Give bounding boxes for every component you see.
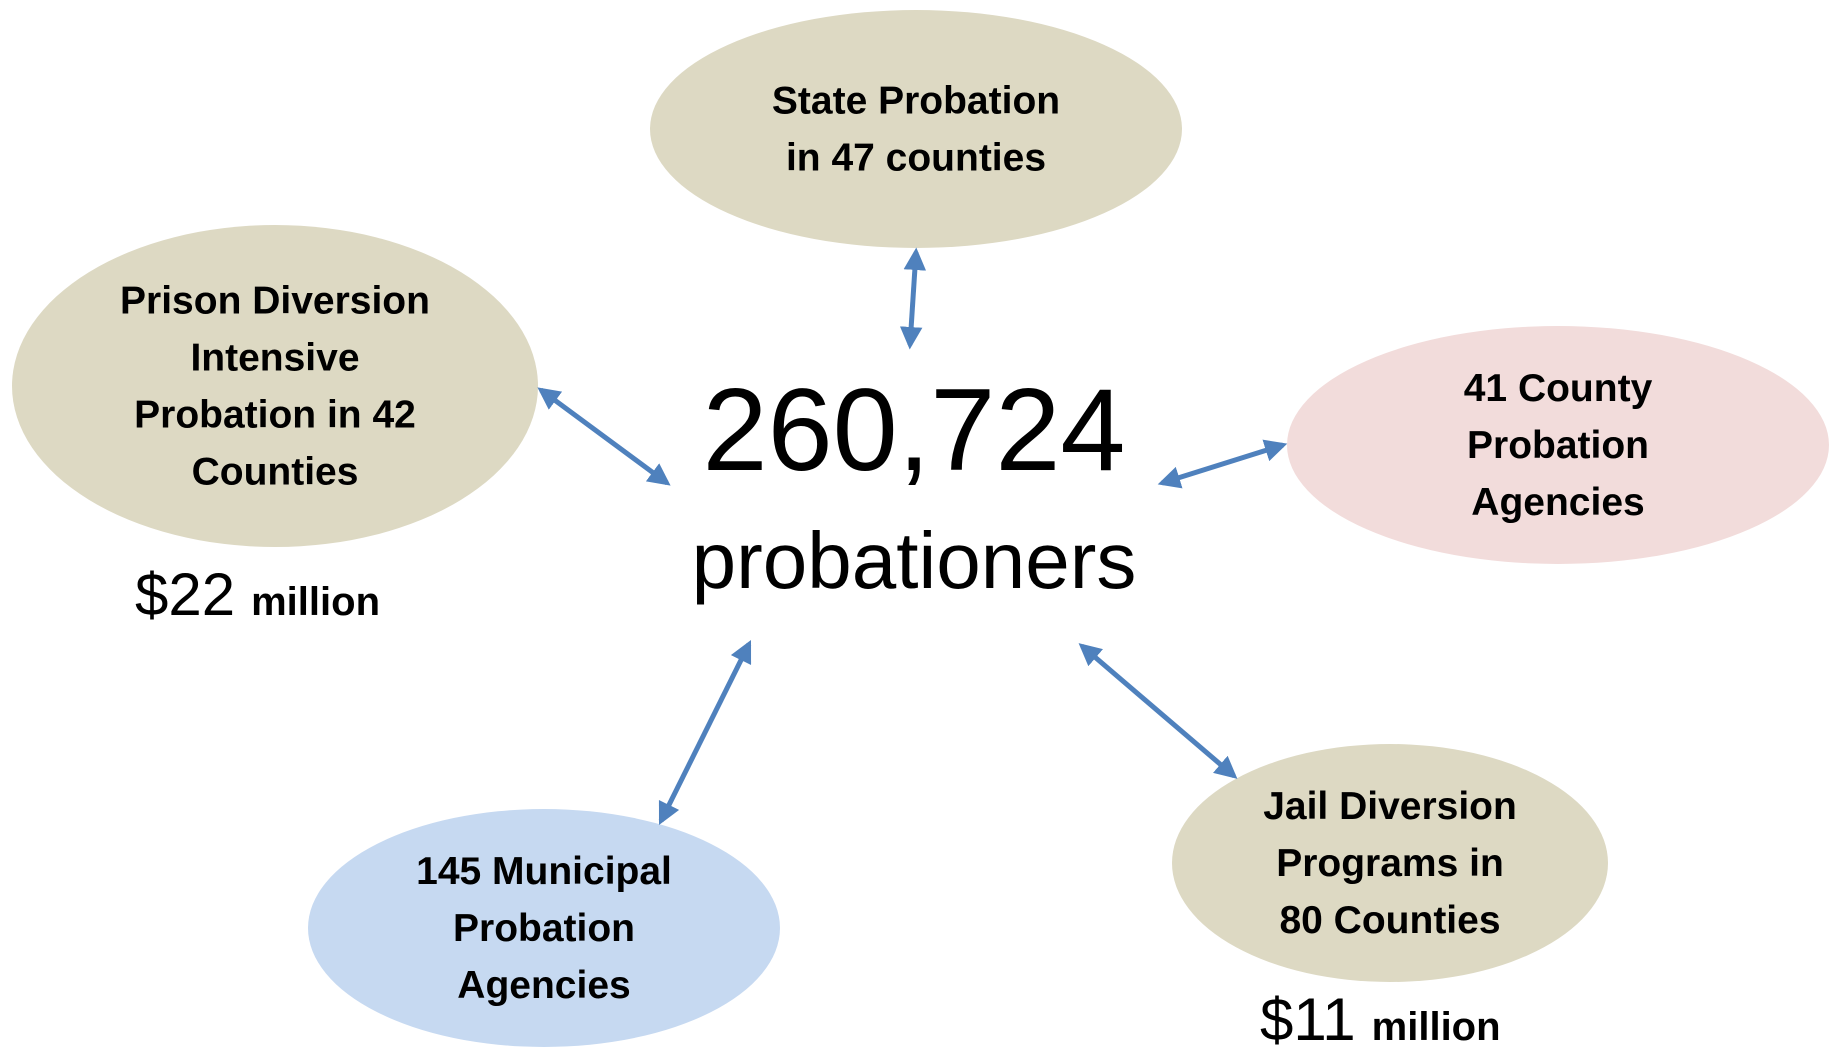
node-label: State Probation — [772, 80, 1060, 123]
arrows — [537, 247, 1288, 826]
node-label: Probation in 42 — [134, 394, 416, 437]
node-label: Probation — [453, 907, 635, 950]
node-label: Prison Diversion — [120, 280, 430, 323]
funding-note: $22 million — [135, 561, 380, 628]
center-number: 260,724 — [703, 364, 1126, 495]
node-label: in 47 counties — [786, 137, 1046, 180]
node-ellipse — [1287, 326, 1829, 564]
unit: million — [1372, 1005, 1501, 1049]
node-label: 80 Counties — [1279, 899, 1500, 942]
arrow — [1157, 439, 1288, 489]
node-label: Programs in — [1276, 842, 1504, 885]
amount: $22 — [135, 561, 235, 628]
node-label: Jail Diversion — [1263, 785, 1517, 828]
node-ellipse — [12, 225, 538, 547]
arrow — [899, 247, 927, 350]
arrow — [537, 387, 671, 486]
node-label: Agencies — [1471, 481, 1644, 524]
unit: million — [251, 580, 380, 624]
node: 41 County Probation Agencies — [1287, 326, 1829, 564]
node: Prison Diversion Intensive Probation in 42… — [12, 225, 538, 547]
node-label: 145 Municipal — [416, 850, 672, 893]
node-ellipse — [650, 10, 1182, 248]
node: 145 Municipal Probation Agencies — [308, 809, 780, 1047]
node-label: Intensive — [190, 337, 359, 380]
node-ellipse — [1172, 744, 1608, 982]
node-label: 41 County — [1464, 367, 1653, 410]
funding-note: $11 million — [1260, 986, 1501, 1050]
node: State Probation in 47 counties — [650, 10, 1182, 248]
arrow — [658, 639, 752, 826]
node-label: Probation — [1467, 424, 1649, 467]
node-label: Counties — [192, 451, 359, 494]
arrow — [1078, 643, 1238, 779]
amount: $11 — [1260, 986, 1356, 1050]
node: Jail Diversion Programs in 80 Counties — [1172, 744, 1608, 982]
node-ellipse — [308, 809, 780, 1047]
node-label: Agencies — [457, 964, 630, 1007]
center-label: probationers — [692, 516, 1137, 605]
